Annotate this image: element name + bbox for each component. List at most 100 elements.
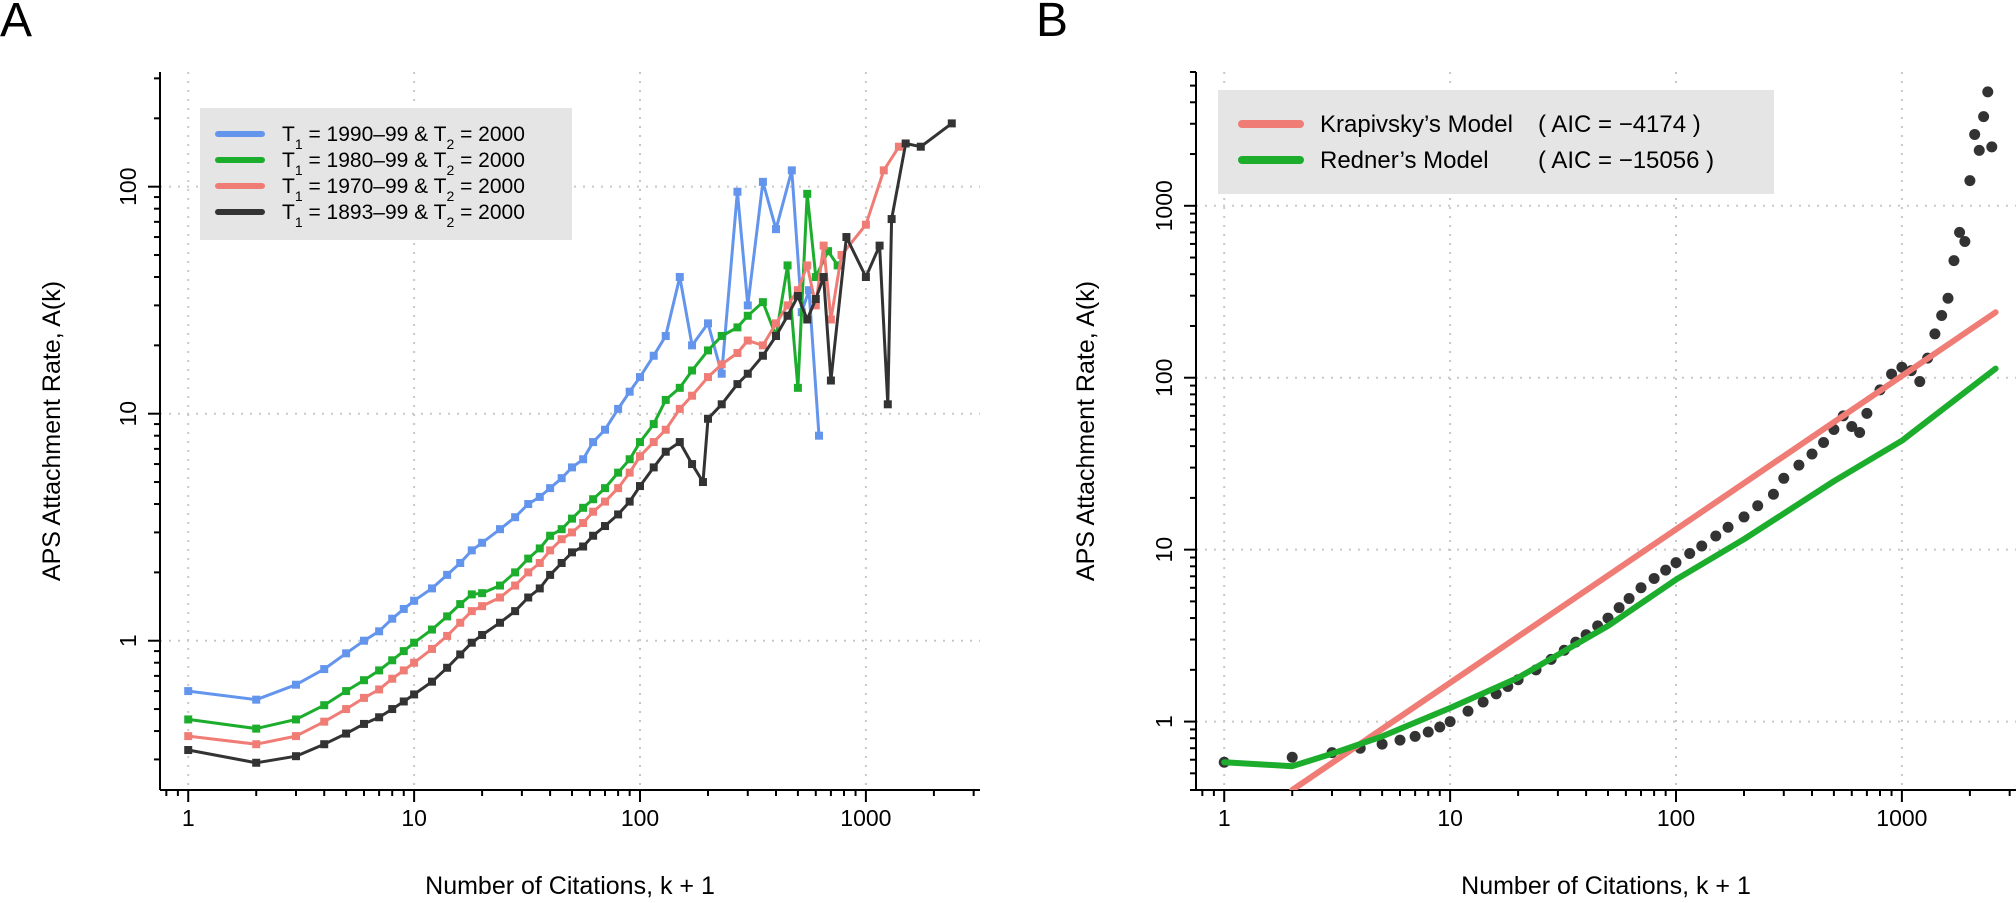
plot-area <box>184 119 956 767</box>
series-marker <box>495 525 504 534</box>
series-marker <box>793 286 802 295</box>
legend-label: Krapivsky’s Model <box>1320 111 1513 138</box>
series-marker <box>359 719 368 728</box>
series-marker <box>388 614 397 623</box>
series-marker <box>375 627 384 636</box>
series-marker <box>478 630 487 639</box>
y-axis-label: APS Attachment Rate, A(k) <box>1072 281 1100 581</box>
series-marker <box>805 286 814 295</box>
series-marker <box>688 366 697 375</box>
series-marker <box>546 546 555 555</box>
data-point <box>1936 310 1948 322</box>
series-marker <box>589 507 598 516</box>
series-marker <box>456 618 465 627</box>
data-point <box>1409 730 1421 742</box>
series-marker <box>875 241 884 250</box>
legend-aic: ( AIC = −4174 ) <box>1538 111 1701 138</box>
series-marker <box>783 261 792 270</box>
data-point <box>1861 407 1873 419</box>
data-point <box>1818 436 1830 448</box>
series-marker <box>772 319 781 328</box>
series-marker <box>524 554 533 563</box>
series-marker <box>675 383 684 392</box>
series-marker <box>342 729 351 738</box>
series-marker <box>291 752 300 761</box>
series-marker <box>625 497 634 506</box>
series-marker <box>546 531 555 540</box>
series-marker <box>783 301 792 310</box>
series-marker <box>184 715 193 724</box>
series-marker <box>649 351 658 360</box>
series-marker <box>375 685 384 694</box>
series-line <box>1289 309 1999 790</box>
series-marker <box>557 558 566 567</box>
series-marker <box>883 400 892 409</box>
series-marker <box>320 665 329 674</box>
series-marker <box>601 522 610 531</box>
series-marker <box>320 701 329 710</box>
series-marker <box>320 740 329 749</box>
series-marker <box>887 215 896 224</box>
series-marker <box>803 261 812 270</box>
series-marker <box>772 331 781 340</box>
series-line <box>1221 365 1999 770</box>
series-marker <box>589 531 598 540</box>
series-marker <box>733 380 742 389</box>
series-1 <box>184 166 823 704</box>
data-point <box>1986 141 1998 153</box>
series-marker <box>388 674 397 683</box>
series-marker <box>879 166 888 175</box>
series-marker <box>826 315 835 324</box>
series-marker <box>704 319 713 328</box>
x-tick-label: 1000 <box>1876 805 1927 831</box>
series-marker <box>901 139 910 148</box>
series-marker <box>495 593 504 602</box>
series-marker <box>733 187 742 196</box>
data-point <box>1376 738 1388 750</box>
series-marker <box>614 468 623 477</box>
series-marker <box>636 452 645 461</box>
series-marker <box>717 369 726 378</box>
series-marker <box>861 220 870 229</box>
series-marker <box>568 463 577 472</box>
series-marker <box>388 656 397 665</box>
series-marker <box>743 369 752 378</box>
series-marker <box>787 166 796 175</box>
series-marker <box>568 514 577 523</box>
series-marker <box>579 455 588 464</box>
panel-letter: B <box>1036 0 1068 47</box>
data-point <box>1846 421 1858 433</box>
series-marker <box>546 570 555 579</box>
series-marker <box>688 460 697 469</box>
legend-label: Redner’s Model <box>1320 147 1489 174</box>
series-marker <box>819 241 828 250</box>
series-marker <box>535 492 544 501</box>
series-marker <box>811 295 820 304</box>
series-marker <box>661 395 670 404</box>
panel-b-chart: B 1 10 100 1000 1 10 100 1000 Number of Citations… <box>1036 0 2016 900</box>
series-marker <box>824 247 833 256</box>
plot-area <box>1218 86 1999 790</box>
series-marker <box>535 584 544 593</box>
series-marker <box>252 695 261 704</box>
data-point <box>1635 582 1647 594</box>
series-marker <box>399 647 408 656</box>
series-marker <box>579 503 588 512</box>
series-marker <box>636 438 645 447</box>
series-marker <box>803 189 812 198</box>
data-point <box>1462 705 1474 717</box>
series-marker <box>511 581 520 590</box>
series-marker <box>842 233 851 242</box>
series-marker <box>467 546 476 555</box>
data-point <box>1422 726 1434 738</box>
series-marker <box>717 331 726 340</box>
series-marker <box>495 581 504 590</box>
y-tick-label: 10 <box>1151 537 1177 563</box>
series-marker <box>467 638 476 647</box>
series-marker <box>704 414 713 423</box>
panel-letter: A <box>0 0 32 47</box>
series-marker <box>661 425 670 434</box>
y-tick-label: 1 <box>115 634 141 647</box>
series-marker <box>758 177 767 186</box>
series-marker <box>456 558 465 567</box>
